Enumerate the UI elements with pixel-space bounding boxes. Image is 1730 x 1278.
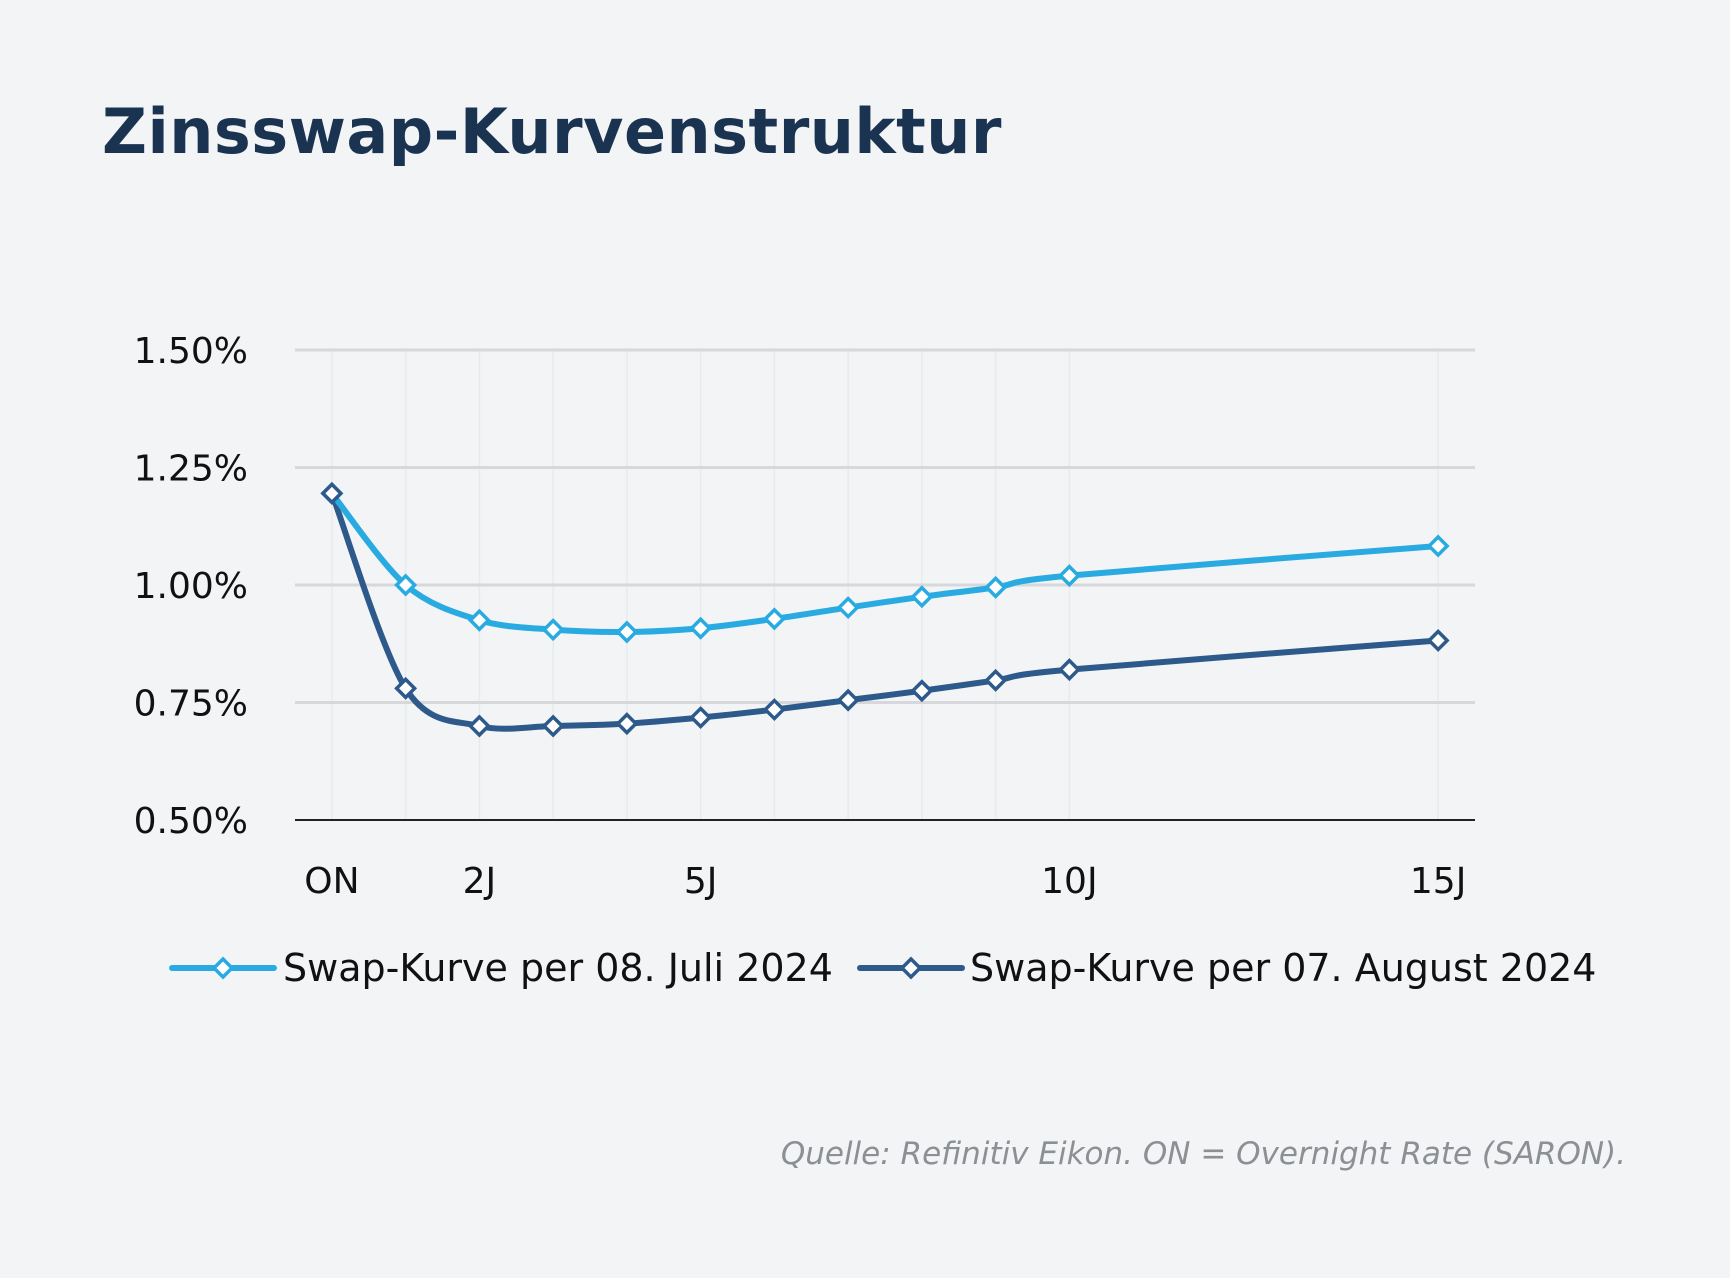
data-point-series-1 xyxy=(541,618,565,642)
data-point-series-1 xyxy=(615,620,639,644)
legend-marker-2 xyxy=(899,956,923,980)
source-note: Quelle: Refinitiv Eikon. ON = Overnight … xyxy=(780,1136,1626,1172)
data-point-series-1 xyxy=(984,575,1008,599)
x-tick-label: 10J xyxy=(1041,861,1097,902)
y-tick-label: 0.50% xyxy=(134,801,248,842)
horizontal-gridlines xyxy=(295,348,1475,821)
data-point-series-1 xyxy=(394,573,418,597)
legend: Swap-Kurve per 08. Juli 2024 Swap-Kurve p… xyxy=(169,946,1596,990)
series-line-2 xyxy=(328,490,1442,732)
y-tick-label: 1.50% xyxy=(134,331,248,372)
data-point-series-2 xyxy=(984,668,1008,692)
x-axis-ticks: ON 2J 5J 10J 15J xyxy=(304,861,1466,902)
series-line-1 xyxy=(328,490,1442,636)
x-tick-label: 2J xyxy=(463,861,497,902)
data-point-series-1 xyxy=(689,616,713,640)
data-point-series-2 xyxy=(394,676,418,700)
data-point-series-2 xyxy=(1057,658,1081,682)
x-tick-label: 15J xyxy=(1410,861,1466,902)
data-point-series-2 xyxy=(541,714,565,738)
data-point-series-2 xyxy=(762,698,786,722)
legend-label-1: Swap-Kurve per 08. Juli 2024 xyxy=(283,946,833,990)
data-point-series-2 xyxy=(467,714,491,738)
legend-label-2: Swap-Kurve per 07. August 2024 xyxy=(970,946,1596,990)
x-tick-label: 5J xyxy=(684,861,718,902)
series-group xyxy=(320,481,1450,738)
data-point-series-2 xyxy=(910,679,934,703)
legend-marker-1 xyxy=(211,956,235,980)
data-point-series-2 xyxy=(689,706,713,730)
y-tick-label: 1.00% xyxy=(134,566,248,607)
data-point-series-1 xyxy=(836,596,860,620)
data-point-series-2 xyxy=(320,481,344,505)
y-axis-ticks: 0.50% 0.75% 1.00% 1.25% 1.50% xyxy=(134,331,248,842)
y-tick-label: 1.25% xyxy=(134,449,248,490)
data-point-series-1 xyxy=(762,607,786,631)
data-point-series-1 xyxy=(1057,564,1081,588)
data-point-series-1 xyxy=(910,585,934,609)
data-point-series-1 xyxy=(1426,534,1450,558)
y-tick-label: 0.75% xyxy=(134,684,248,725)
data-point-series-2 xyxy=(1426,628,1450,652)
x-tick-label: ON xyxy=(304,861,359,902)
chart-title: Zinsswap-Kurvenstruktur xyxy=(102,95,1002,168)
data-point-series-2 xyxy=(836,688,860,712)
data-point-series-1 xyxy=(467,608,491,632)
data-point-series-2 xyxy=(615,712,639,736)
